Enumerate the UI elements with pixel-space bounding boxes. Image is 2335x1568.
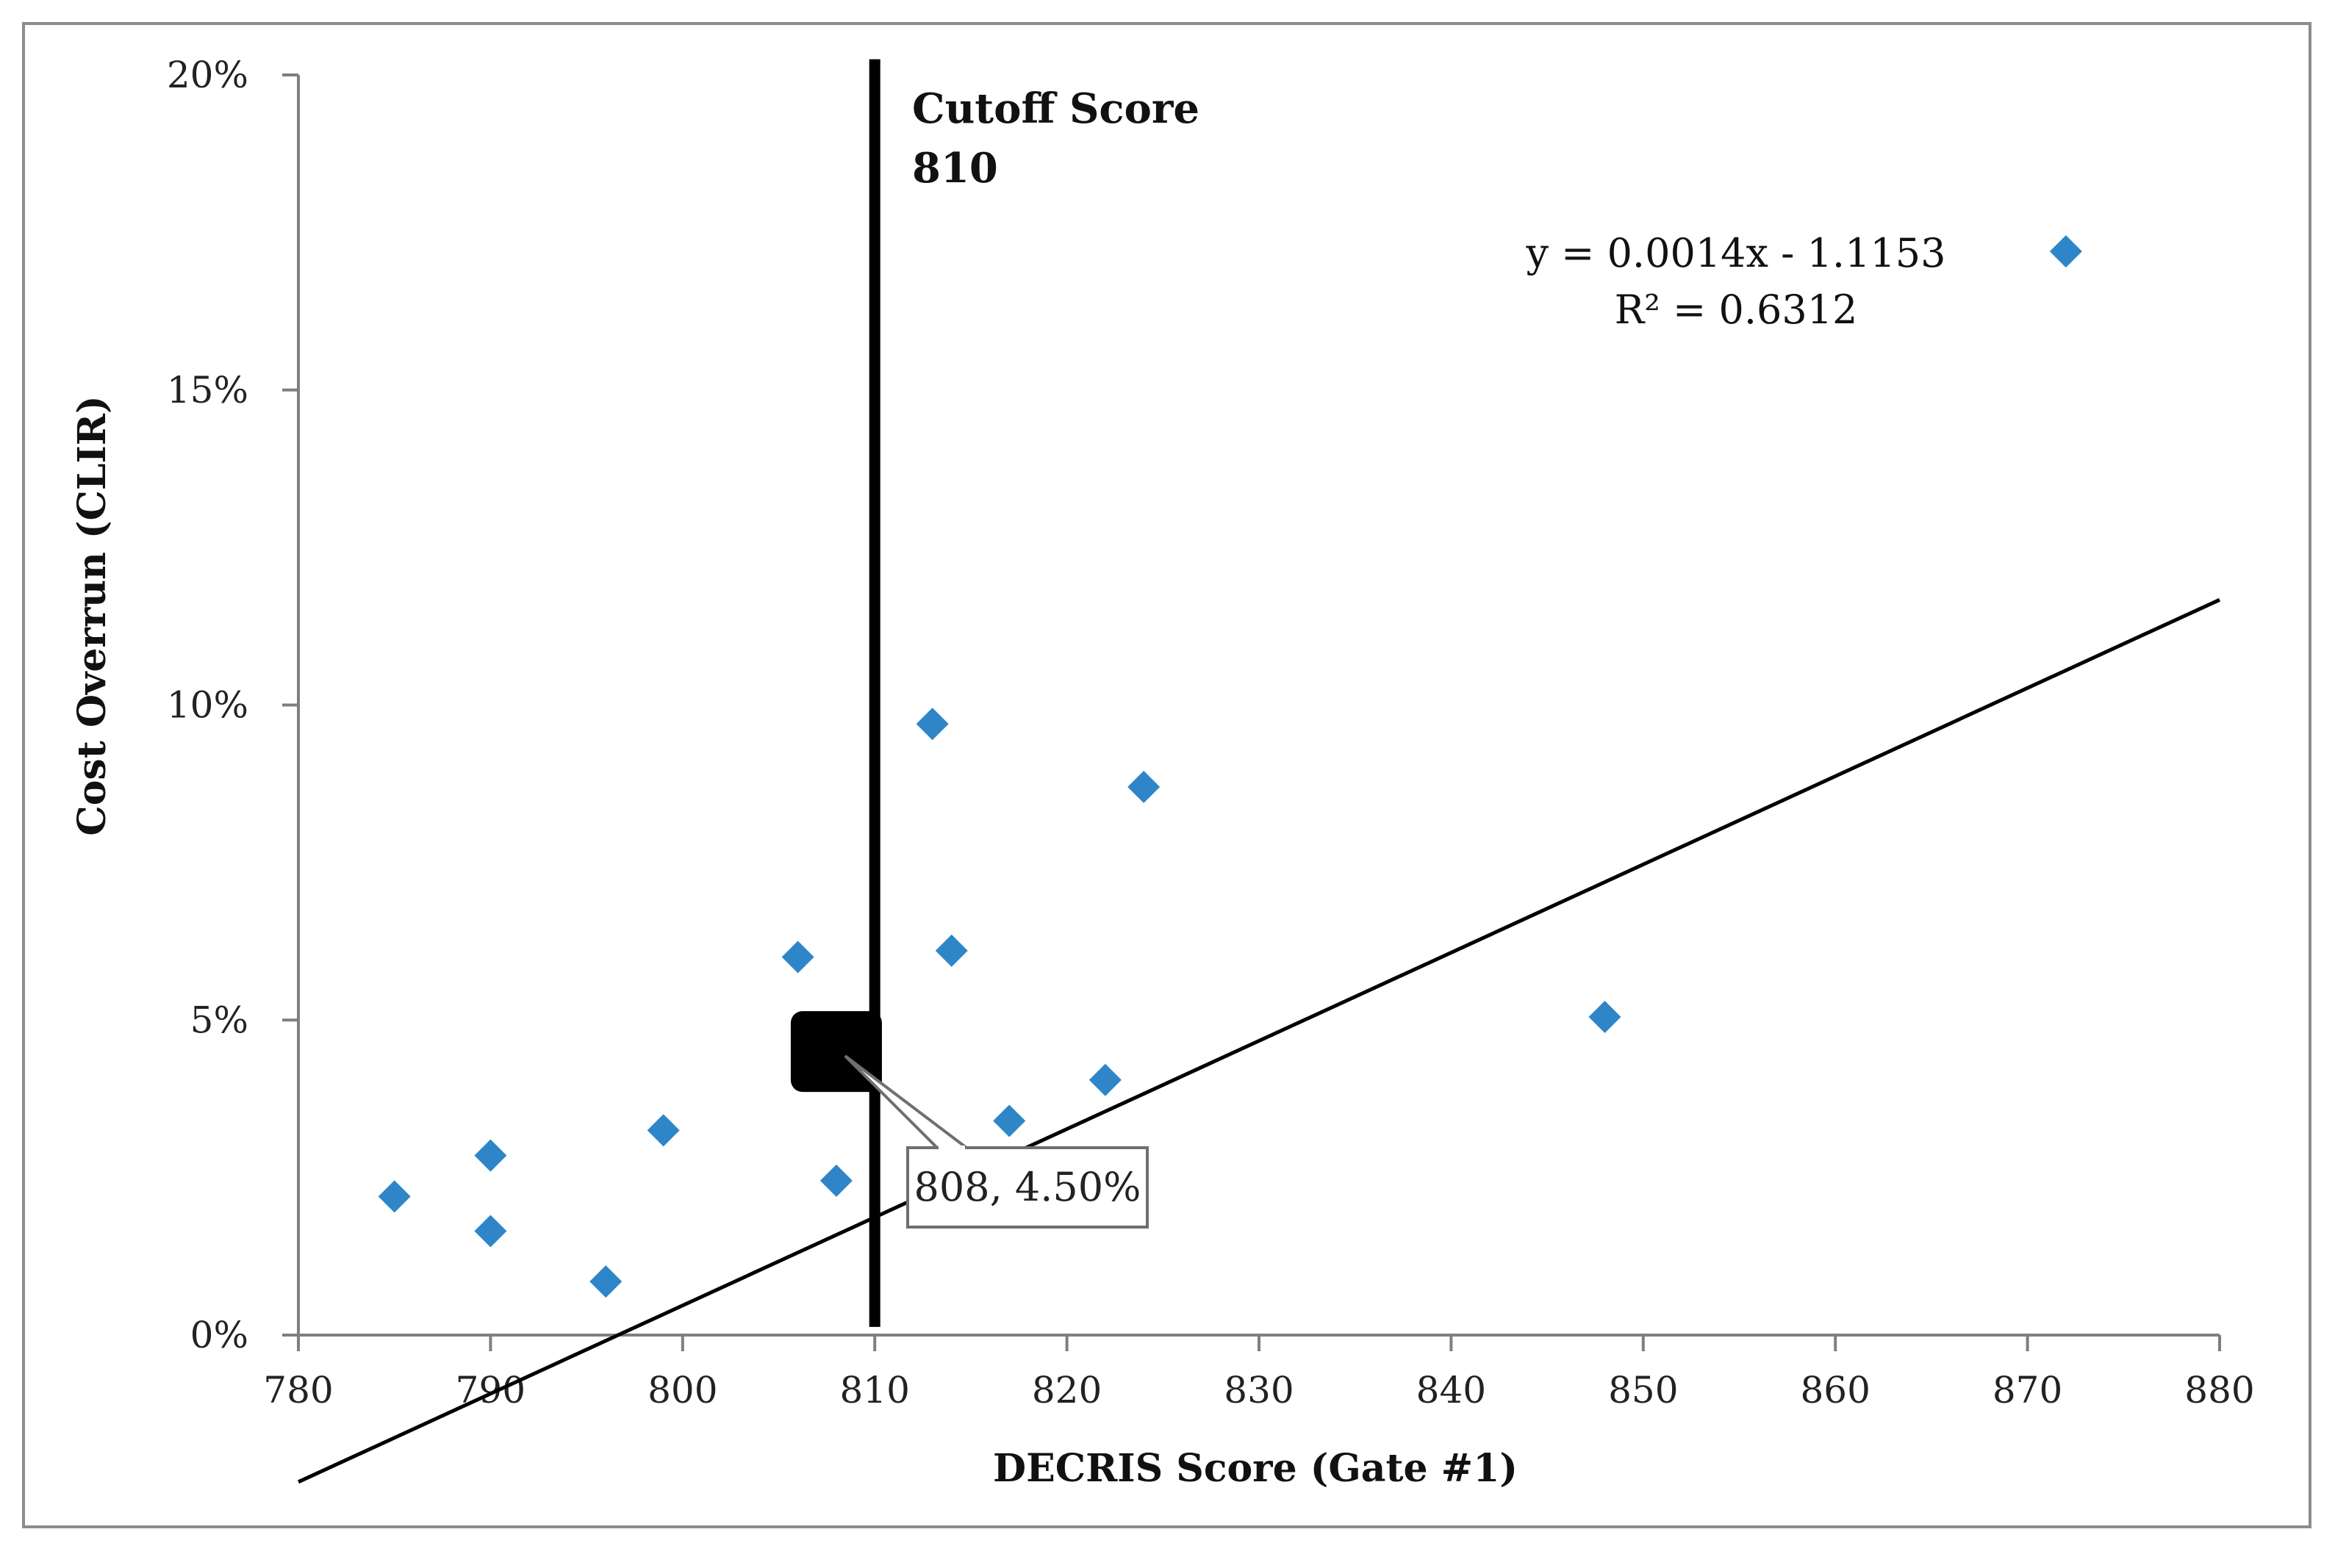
data-point — [819, 1164, 853, 1197]
y-tick-label: 15% — [167, 369, 248, 411]
y-tick-label: 10% — [167, 684, 248, 727]
highlight-group: 808, 4.50% — [790, 1011, 1149, 1229]
data-point — [916, 708, 949, 741]
x-axis-title: DECRIS Score (Gate #1) — [993, 1446, 1518, 1491]
chart-frame — [22, 22, 2311, 1528]
callout-box — [906, 1146, 1149, 1229]
data-point — [589, 1265, 623, 1298]
text-group: y = 0.0014x - 1.1153 R² = 0.6312 Cutoff … — [70, 84, 1946, 1491]
x-tick-label: 850 — [1608, 1369, 1678, 1411]
y-axis-title: Cost Overrun (CLIR) — [70, 395, 115, 835]
y-tick-label: 0% — [190, 1314, 248, 1356]
x-tick-label: 820 — [1032, 1369, 1102, 1411]
data-point — [378, 1180, 411, 1213]
trendline-r2-label: R² = 0.6312 — [1615, 287, 1858, 333]
data-point — [2049, 235, 2082, 268]
x-tick-label: 800 — [648, 1369, 717, 1411]
trendline-equation-label: y = 0.0014x - 1.1153 — [1525, 230, 1945, 276]
data-point — [935, 934, 968, 967]
x-tick-label: 780 — [263, 1369, 333, 1411]
ticks-group: 0%5%10%15%20%780 790 800 810 820 830 840 850 860… — [167, 54, 2255, 1411]
callout-label: 808, 4.50% — [914, 1164, 1141, 1210]
data-point — [474, 1215, 507, 1248]
data-point — [1127, 770, 1161, 803]
callout-pointer — [844, 1054, 968, 1149]
data-point — [1588, 1000, 1621, 1033]
data-point — [781, 941, 814, 974]
x-tick-label: 880 — [2184, 1369, 2254, 1411]
y-tick-label: 20% — [167, 54, 248, 96]
trendline — [297, 598, 2221, 1484]
data-point — [474, 1139, 507, 1172]
trendline-group — [297, 598, 2221, 1484]
data-point — [647, 1114, 680, 1147]
data-point — [1088, 1063, 1122, 1096]
x-tick-label: 830 — [1224, 1369, 1294, 1411]
x-tick-label: 840 — [1416, 1369, 1486, 1411]
cutoff-title-label: Cutoff Score — [912, 84, 1199, 133]
data-point — [993, 1104, 1026, 1137]
cutoff-value-label: 810 — [912, 144, 998, 193]
x-tick-label: 810 — [839, 1369, 909, 1411]
y-tick-label: 5% — [190, 999, 248, 1041]
x-tick-label: 870 — [1993, 1369, 2062, 1411]
points-group — [378, 235, 2082, 1298]
x-tick-label: 860 — [1800, 1369, 1870, 1411]
